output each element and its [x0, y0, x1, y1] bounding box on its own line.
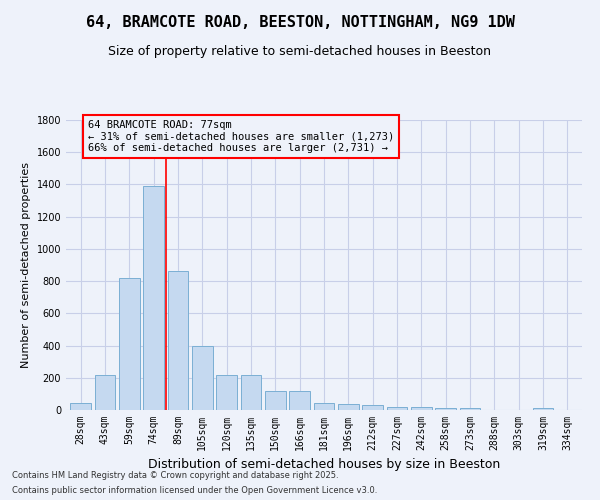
Bar: [533, 408, 553, 410]
Bar: [216, 374, 237, 410]
Bar: [192, 346, 212, 410]
Bar: [241, 374, 262, 410]
Text: 64, BRAMCOTE ROAD, BEESTON, NOTTINGHAM, NG9 1DW: 64, BRAMCOTE ROAD, BEESTON, NOTTINGHAM, …: [86, 15, 514, 30]
Bar: [167, 272, 188, 410]
Bar: [289, 392, 310, 410]
Bar: [143, 186, 164, 410]
Bar: [314, 403, 334, 410]
Bar: [119, 278, 140, 410]
Bar: [95, 374, 115, 410]
Bar: [386, 407, 407, 410]
X-axis label: Distribution of semi-detached houses by size in Beeston: Distribution of semi-detached houses by …: [148, 458, 500, 471]
Bar: [265, 392, 286, 410]
Text: Contains HM Land Registry data © Crown copyright and database right 2025.: Contains HM Land Registry data © Crown c…: [12, 471, 338, 480]
Y-axis label: Number of semi-detached properties: Number of semi-detached properties: [21, 162, 31, 368]
Bar: [411, 407, 432, 410]
Bar: [338, 404, 359, 410]
Bar: [70, 403, 91, 410]
Bar: [436, 408, 456, 410]
Text: Contains public sector information licensed under the Open Government Licence v3: Contains public sector information licen…: [12, 486, 377, 495]
Text: 64 BRAMCOTE ROAD: 77sqm
← 31% of semi-detached houses are smaller (1,273)
66% of: 64 BRAMCOTE ROAD: 77sqm ← 31% of semi-de…: [88, 120, 394, 153]
Bar: [460, 408, 481, 410]
Bar: [362, 405, 383, 410]
Text: Size of property relative to semi-detached houses in Beeston: Size of property relative to semi-detach…: [109, 45, 491, 58]
